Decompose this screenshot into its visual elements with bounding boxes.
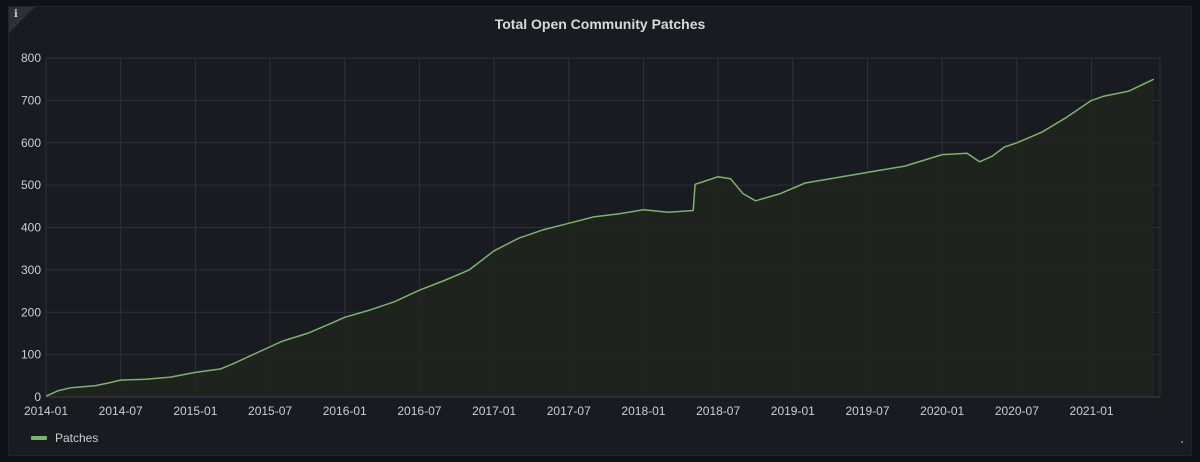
x-tick-label: 2015-01 — [173, 404, 217, 418]
x-tick-label: 2017-07 — [547, 404, 591, 418]
corner-dot — [1181, 441, 1183, 443]
panel-title: Total Open Community Patches — [494, 16, 706, 32]
y-tick-label: 800 — [21, 51, 41, 65]
x-tick-label: 2020-01 — [920, 404, 964, 418]
x-tick-label: 2020-07 — [995, 404, 1039, 418]
y-tick-label: 400 — [21, 221, 41, 235]
series-area-patches — [46, 79, 1154, 397]
x-tick-label: 2021-01 — [1070, 404, 1114, 418]
x-tick-label: 2016-07 — [397, 404, 441, 418]
y-tick-label: 600 — [21, 136, 41, 150]
legend-swatch — [31, 436, 47, 440]
x-tick-label: 2016-01 — [323, 404, 367, 418]
y-tick-label: 0 — [34, 390, 41, 404]
legend: Patches — [31, 431, 98, 445]
x-tick-label: 2014-01 — [24, 404, 68, 418]
x-tick-label: 2019-01 — [771, 404, 815, 418]
info-corner[interactable] — [9, 7, 35, 33]
legend-label-patches[interactable]: Patches — [55, 431, 99, 445]
series-line-patches — [45, 78, 1155, 397]
x-tick-label: 2019-07 — [845, 404, 889, 418]
y-tick-label: 300 — [21, 263, 41, 277]
y-tick-label: 700 — [21, 93, 41, 107]
info-icon[interactable]: i — [14, 9, 18, 20]
x-tick-label: 2018-01 — [621, 404, 665, 418]
x-tick-label: 2017-01 — [472, 404, 516, 418]
y-tick-label: 500 — [21, 178, 41, 192]
y-tick-label: 100 — [21, 348, 41, 362]
x-tick-label: 2018-07 — [696, 404, 740, 418]
x-tick-label: 2014-07 — [99, 404, 143, 418]
x-tick-label: 2015-07 — [248, 404, 292, 418]
y-tick-label: 200 — [21, 305, 41, 319]
